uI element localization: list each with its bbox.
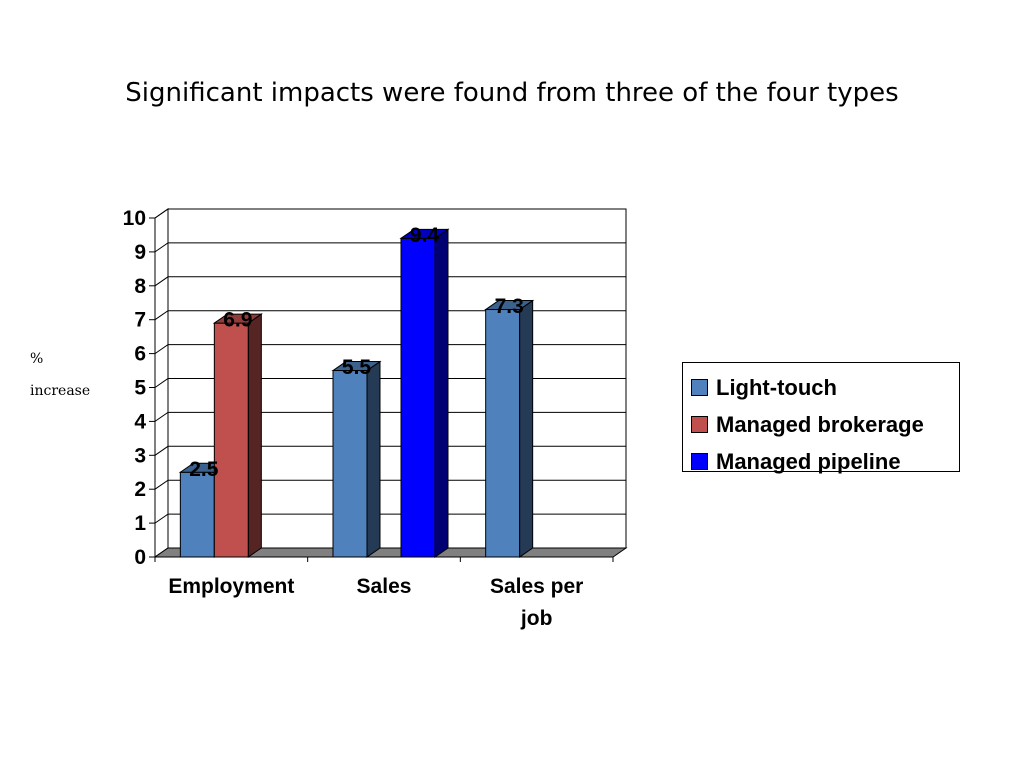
gridline [154, 242, 626, 253]
chart-legend: Light-touch Managed brokerage Managed pi… [682, 362, 960, 474]
slide-title: Significant impacts were found from thre… [125, 78, 899, 108]
bar-light-touch-top [484, 300, 535, 311]
data-label: 9.4 [410, 224, 440, 247]
bar-light-touch-side [366, 360, 381, 558]
bar-managed-brokerage-front [213, 322, 249, 558]
legend-swatch-light-touch [691, 379, 708, 396]
y-tick-label: 10 [123, 207, 146, 230]
gridline [154, 276, 626, 287]
bar-light-touch-side [519, 299, 534, 558]
y-axis-label: % increase [30, 343, 90, 407]
y-tick-label: 2 [134, 478, 146, 501]
y-tick-label: 4 [134, 410, 146, 433]
data-label: 2.5 [189, 458, 219, 481]
y-tick-label: 9 [134, 241, 146, 264]
y-tick-label: 3 [134, 444, 146, 467]
gridline [154, 479, 626, 490]
x-category-label: Sales per [490, 575, 583, 598]
legend-swatch-managed-brokerage [691, 416, 708, 433]
bar-managed-brokerage-side [247, 313, 262, 558]
x-category-label: Employment [168, 575, 294, 598]
bar-light-touch-top [331, 361, 382, 372]
gridline [154, 344, 626, 355]
data-label: 6.9 [223, 309, 252, 332]
legend-item-managed-pipeline: Managed pipeline [683, 443, 959, 480]
y-tick-label: 6 [134, 343, 146, 366]
bar-light-touch-front [179, 471, 215, 558]
gridline [154, 445, 626, 456]
gridline [154, 310, 626, 321]
legend-item-managed-brokerage: Managed brokerage [683, 406, 959, 443]
legend-label-light-touch: Light-touch [716, 374, 837, 400]
y-tick-label: 1 [134, 512, 146, 535]
bar-managed-pipeline-front [400, 237, 436, 558]
gridline [154, 378, 626, 388]
bar-light-touch-front [485, 309, 521, 558]
data-label: 7.3 [495, 295, 524, 318]
bar-managed-pipeline-top [399, 228, 450, 239]
x-category-label: job [520, 607, 553, 630]
legend-label-managed-brokerage: Managed brokerage [716, 411, 924, 437]
y-tick-label: 8 [134, 275, 146, 298]
bar-managed-brokerage-top [212, 313, 263, 324]
legend-item-light-touch: Light-touch [683, 369, 959, 406]
y-tick-label: 7 [134, 309, 146, 332]
x-category-label: Sales [357, 575, 412, 598]
y-tick-label: 0 [134, 546, 146, 569]
y-tick-label: 5 [134, 377, 146, 400]
bar-light-touch-front [332, 370, 368, 558]
gridline [154, 411, 626, 422]
gridline [154, 513, 626, 524]
y-axis-label-line-1: % [30, 351, 44, 367]
y-axis-label-line-2: increase [30, 383, 91, 399]
gridline [154, 208, 626, 219]
legend-label-managed-pipeline: Managed pipeline [716, 448, 901, 474]
bar-managed-pipeline-side [434, 228, 449, 558]
legend-swatch-managed-pipeline [691, 453, 708, 470]
data-label: 5.5 [342, 356, 372, 379]
